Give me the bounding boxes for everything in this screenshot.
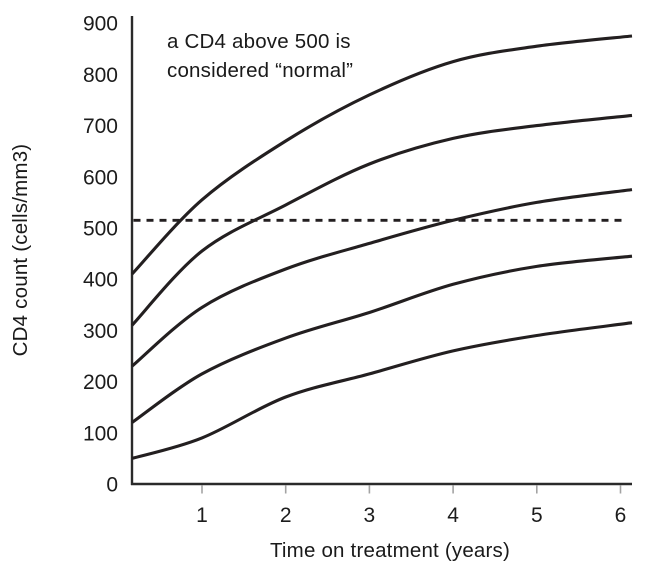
annotation-line-2: considered “normal” xyxy=(167,59,354,82)
x-tick-label: 2 xyxy=(280,504,292,527)
annotation-line-1: a CD4 above 500 is xyxy=(167,30,351,53)
y-tick-label: 300 xyxy=(83,320,118,343)
x-axis-title: Time on treatment (years) xyxy=(269,539,511,562)
curve-1-highest-baseline xyxy=(130,34,633,276)
y-axis-title: CD4 count (cells/mm3) xyxy=(9,143,32,357)
x-tick-label: 4 xyxy=(447,504,459,527)
curve-5-lowest-baseline xyxy=(131,321,633,460)
y-tick-label: 800 xyxy=(83,64,118,87)
y-tick-label: 900 xyxy=(83,13,118,36)
x-tick-label: 5 xyxy=(531,504,543,527)
y-tick-label: 500 xyxy=(83,218,118,241)
curve-3 xyxy=(131,188,633,368)
curve-2 xyxy=(130,113,633,327)
x-tick-label: 3 xyxy=(364,504,376,527)
x-tick-label: 1 xyxy=(196,504,208,527)
annotation-note: a CD4 above 500 is considered “normal” xyxy=(167,27,353,85)
y-tick-label: 400 xyxy=(83,269,118,292)
curve-4 xyxy=(131,254,633,424)
y-tick-label: 600 xyxy=(83,166,118,189)
y-tick-label: 200 xyxy=(83,371,118,394)
y-tick-label: 700 xyxy=(83,115,118,138)
y-tick-label: 100 xyxy=(83,422,118,445)
y-tick-label: 0 xyxy=(106,474,118,497)
x-tick-label: 6 xyxy=(615,504,627,527)
